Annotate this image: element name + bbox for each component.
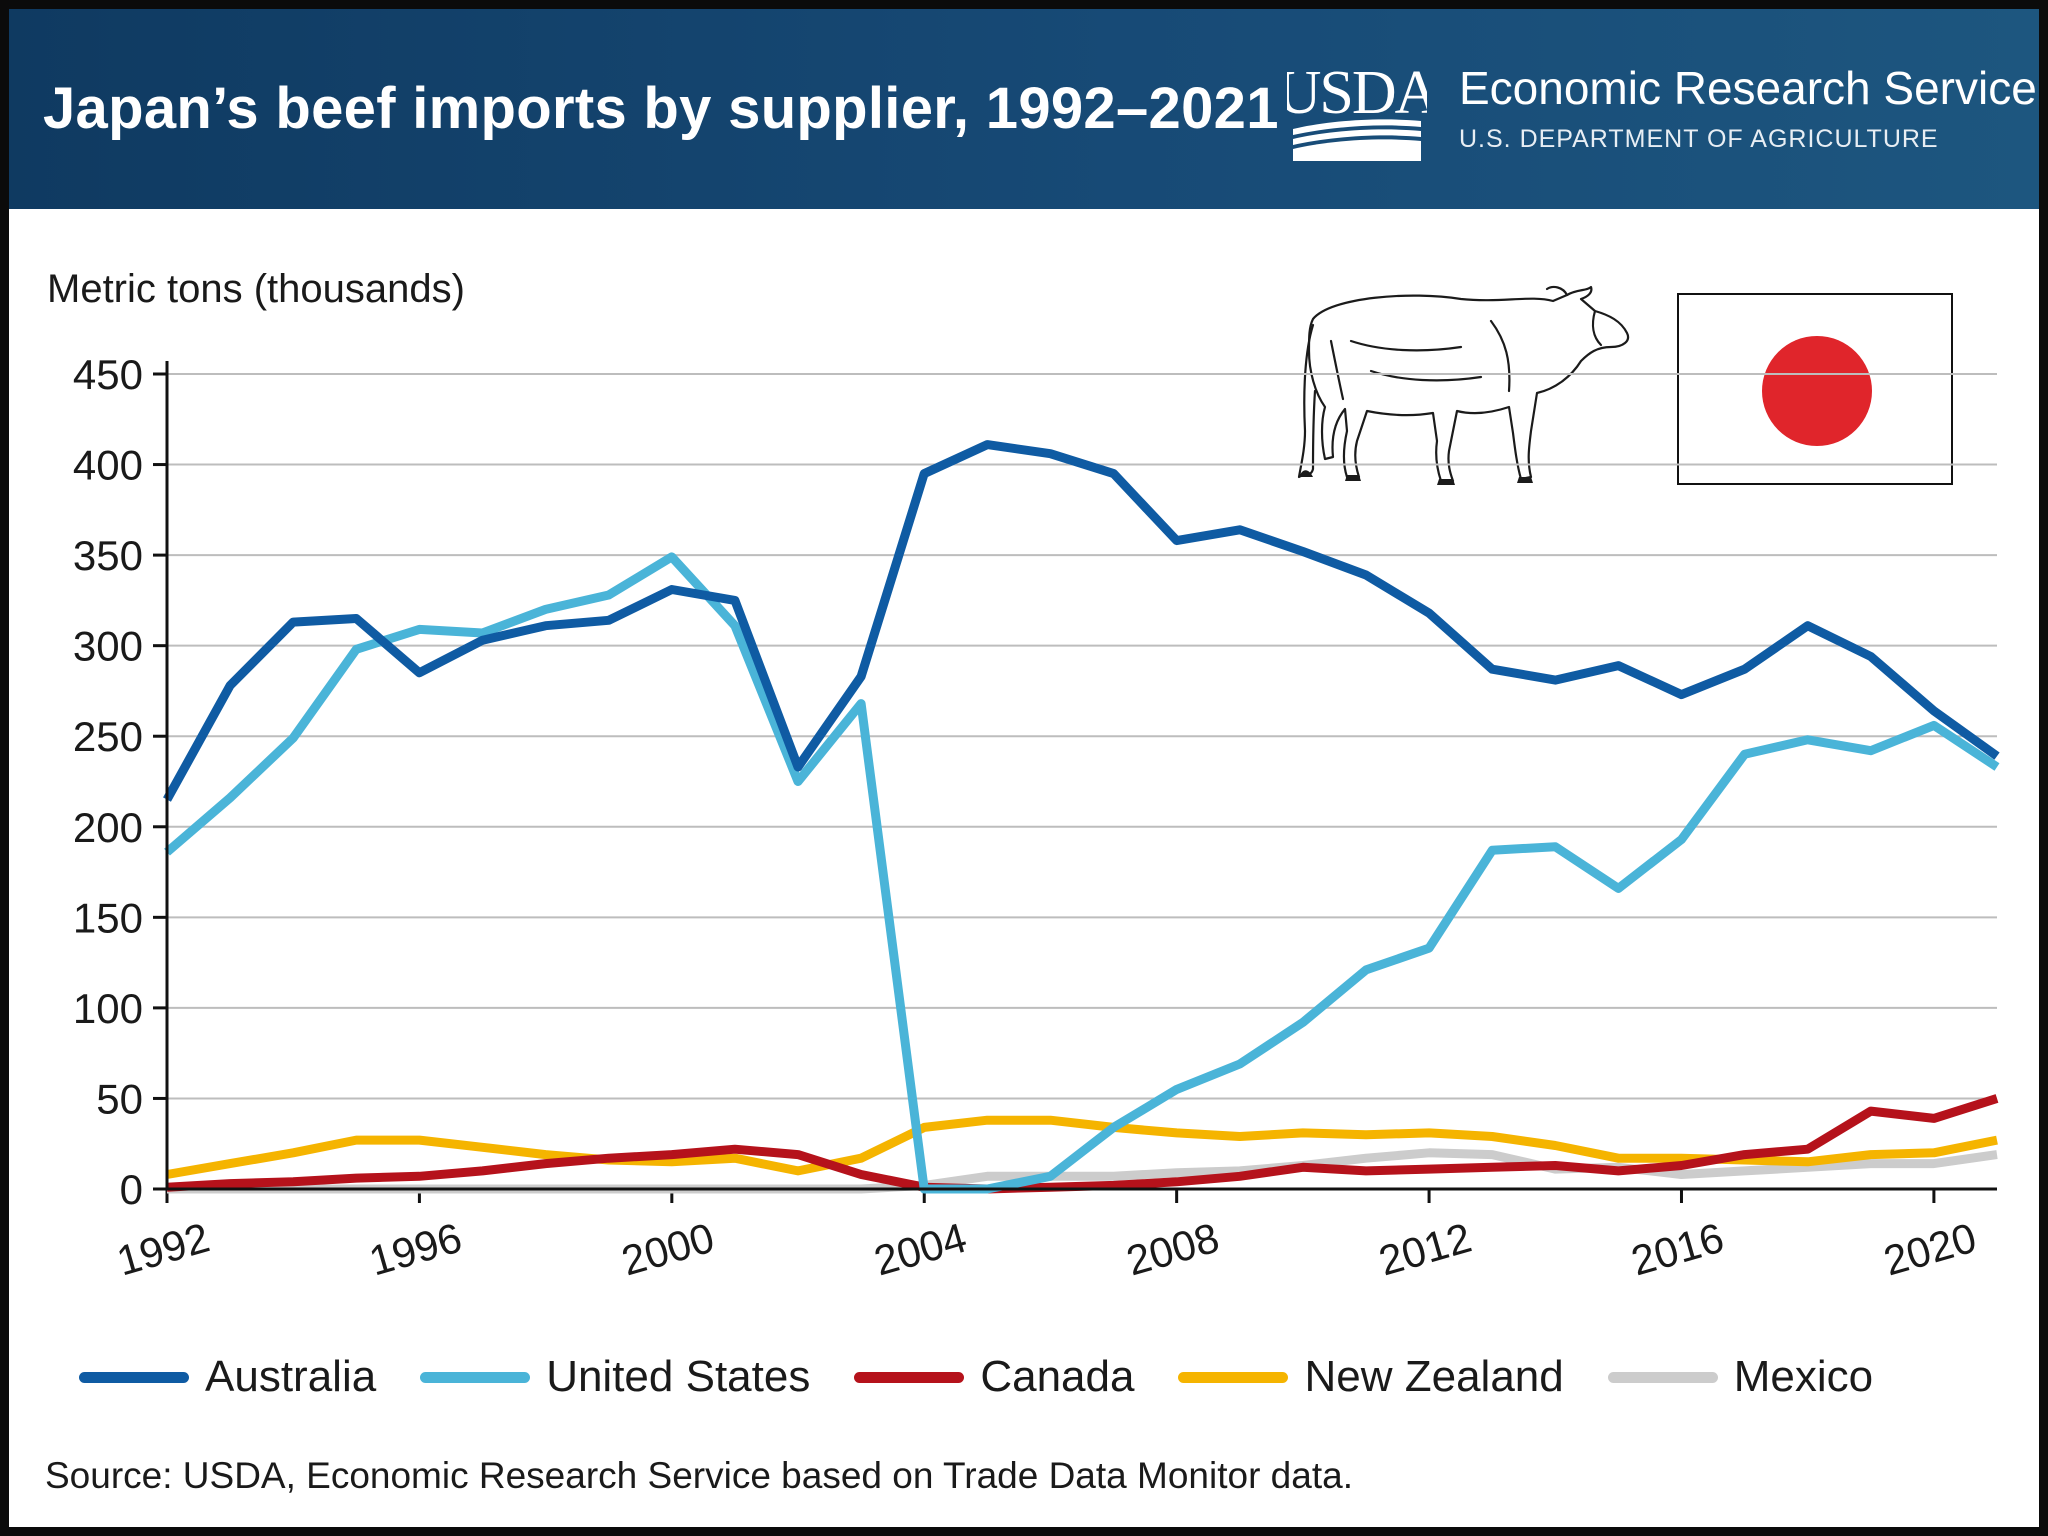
- legend-item-mexico: Mexico: [1607, 1352, 1874, 1402]
- agency-name: Economic Research Service: [1459, 62, 2037, 114]
- x-tick-label-1996: 1996: [364, 1214, 467, 1285]
- y-tick-label-250: 250: [73, 713, 143, 760]
- x-tick-label-2016: 2016: [1626, 1214, 1729, 1285]
- usda-logo: USDA: [1287, 59, 1427, 161]
- series-line-united-states: [164, 552, 2000, 1194]
- line-chart: 0 50 100 150 200 250 300 350 400 450 1992 1996 2000 2…: [73, 351, 2000, 1285]
- chart-legend: Australia United States Canada New Zealand M…: [79, 1349, 1917, 1405]
- legend-item-new-zealand: New Zealand: [1178, 1352, 1564, 1402]
- japan-flag-icon: [1677, 293, 1953, 485]
- x-tick-label-2008: 2008: [1121, 1214, 1224, 1285]
- legend-swatch-new-zealand: [1178, 1371, 1289, 1383]
- y-tick-label-0: 0: [120, 1166, 143, 1213]
- y-tick-label-450: 450: [73, 351, 143, 398]
- usda-logo-text: USDA: [1287, 59, 1427, 127]
- x-tick-label-1992: 1992: [112, 1214, 215, 1285]
- legend-item-canada: Canada: [854, 1352, 1134, 1402]
- y-tick-label-400: 400: [73, 442, 143, 489]
- legend-swatch-australia: [79, 1371, 189, 1383]
- y-axis-label: Metric tons (thousands): [47, 267, 465, 311]
- x-tick-label-2012: 2012: [1374, 1214, 1477, 1285]
- chart-title: Japan’s beef imports by supplier, 1992–2…: [43, 76, 1279, 141]
- y-tick-label-300: 300: [73, 623, 143, 670]
- x-tick-label-2000: 2000: [616, 1214, 719, 1285]
- legend-label-australia: Australia: [205, 1352, 377, 1401]
- legend-label-new-zealand: New Zealand: [1304, 1352, 1564, 1401]
- legend-item-australia: Australia: [79, 1352, 376, 1402]
- legend-swatch-mexico: [1607, 1371, 1718, 1383]
- agency-department: U.S. DEPARTMENT OF AGRICULTURE: [1459, 125, 1939, 153]
- y-tick-label-100: 100: [73, 985, 143, 1032]
- x-tick-label-2020: 2020: [1879, 1214, 1982, 1285]
- legend-label-canada: Canada: [980, 1352, 1135, 1401]
- flag-red-disc: [1762, 336, 1872, 446]
- legend-swatch-united-states: [420, 1371, 531, 1383]
- series-line-new-zealand: [166, 1115, 1998, 1179]
- series-line-canada: [166, 1094, 1999, 1194]
- header-banner: Japan’s beef imports by supplier, 1992–2…: [9, 9, 2039, 209]
- y-tick-label-350: 350: [73, 532, 143, 579]
- y-tick-label-150: 150: [73, 894, 143, 941]
- legend-item-united-states: United States: [420, 1352, 810, 1402]
- legend-swatch-canada: [854, 1371, 965, 1383]
- y-tick-label-200: 200: [73, 804, 143, 851]
- source-note: Source: USDA, Economic Research Service …: [45, 1455, 1353, 1496]
- x-tick-label-2004: 2004: [869, 1214, 972, 1285]
- legend-label-mexico: Mexico: [1733, 1352, 1874, 1401]
- legend-label-united-states: United States: [546, 1352, 811, 1401]
- y-tick-label-50: 50: [96, 1075, 143, 1122]
- series-line-australia: [163, 440, 2000, 802]
